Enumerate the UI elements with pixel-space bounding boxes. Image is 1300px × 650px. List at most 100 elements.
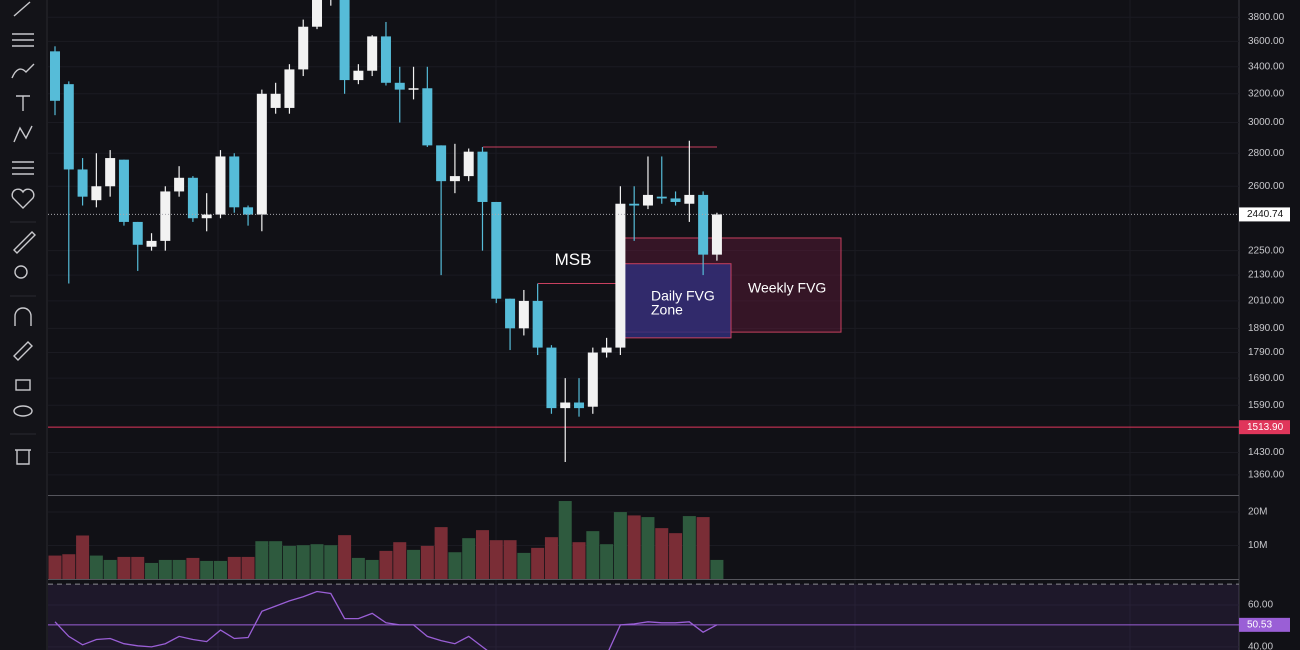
brush-tool[interactable] <box>11 63 35 79</box>
volume-bar <box>627 515 641 579</box>
candle-body <box>160 191 171 241</box>
y-tick-label: 2250.00 <box>1248 245 1285 256</box>
zone-label: Weekly FVG <box>748 280 826 296</box>
candle-body <box>629 203 640 206</box>
volume-bar <box>62 554 76 579</box>
candle-body <box>587 352 598 407</box>
volume-bar <box>131 556 145 579</box>
volume-bar <box>158 559 172 579</box>
volume-bar <box>172 559 186 579</box>
lock-tool[interactable] <box>15 379 31 391</box>
last-price-label: 2440.74 <box>1247 209 1284 220</box>
rsi-line <box>54 590 718 650</box>
candle-body <box>394 82 405 90</box>
candle-body <box>477 151 488 202</box>
toolbar-icons <box>10 1 36 465</box>
candle-body <box>243 207 254 215</box>
volume-bar <box>324 545 338 579</box>
candle-body <box>711 214 722 255</box>
volume-bar <box>710 559 724 579</box>
candle-body <box>698 194 709 255</box>
volume-bar <box>379 550 393 579</box>
y-tick-label: 1790.00 <box>1248 347 1285 358</box>
zone-label: Daily FVG <box>651 288 715 304</box>
volume-bar <box>89 555 103 579</box>
candle-body <box>50 51 60 101</box>
candle-body <box>380 36 391 83</box>
volume-bar <box>365 559 379 579</box>
candle-body <box>449 176 460 182</box>
visibility-tool[interactable] <box>13 405 33 417</box>
candle-body <box>642 194 653 206</box>
y-tick-label: 2010.00 <box>1248 296 1285 307</box>
lock-drawing-tool[interactable] <box>13 341 33 361</box>
magnet-tool[interactable] <box>14 307 32 326</box>
volume-bar <box>420 545 434 579</box>
forecast-tool[interactable] <box>12 161 34 175</box>
volume-bar <box>696 517 710 579</box>
volume-bar <box>558 501 572 579</box>
candle-body <box>532 300 543 348</box>
msb-label: MSB <box>555 250 592 269</box>
volume-bar <box>393 542 407 579</box>
candle-body <box>77 169 88 197</box>
y-tick-label: 2130.00 <box>1248 270 1285 281</box>
volume-bar <box>489 540 503 579</box>
candle-body <box>546 347 557 409</box>
volume-bar <box>669 533 683 579</box>
candle-body <box>670 198 681 202</box>
volume-bar <box>544 537 558 579</box>
candle-body <box>63 84 74 170</box>
volume-bar <box>586 531 600 579</box>
y-tick-label: 2600.00 <box>1248 181 1285 192</box>
volume-bar <box>213 560 227 579</box>
text-tool[interactable] <box>16 95 30 111</box>
volume-bar <box>475 530 489 579</box>
candle-body <box>574 402 585 409</box>
candle-body <box>118 159 129 222</box>
y-tick-label: 10M <box>1248 540 1267 551</box>
volume-bar <box>600 544 614 579</box>
volume-bar <box>682 516 696 579</box>
volume-bar <box>117 556 131 579</box>
volume-bar <box>76 535 90 579</box>
candle-body <box>312 0 323 27</box>
volume-bar <box>351 557 365 579</box>
candle-body <box>146 240 157 247</box>
favorites-tool[interactable] <box>11 188 35 209</box>
volume-bar <box>241 556 255 579</box>
zone-label: Zone <box>651 302 683 318</box>
candle-body <box>187 177 198 219</box>
volume-bar <box>103 559 117 579</box>
y-tick-label: 20M <box>1248 507 1267 518</box>
candle-body <box>105 158 116 187</box>
delete-tool[interactable] <box>15 449 31 465</box>
y-tick-label: 3200.00 <box>1248 88 1285 99</box>
ruler-tool[interactable] <box>13 231 36 254</box>
candle-body <box>505 298 516 329</box>
candle-body <box>284 69 295 108</box>
volume-bar <box>200 560 214 579</box>
candle-body <box>256 93 267 215</box>
y-tick-label: 1590.00 <box>1248 400 1285 411</box>
volume-bar <box>434 527 448 579</box>
trendline-tool[interactable] <box>13 1 31 17</box>
y-tick-label: 40.00 <box>1248 642 1273 650</box>
fvg-zone <box>621 263 732 339</box>
candle-body <box>91 186 102 201</box>
y-tick-label: 3600.00 <box>1248 36 1285 47</box>
candle-body <box>270 93 281 108</box>
volume-bar <box>338 535 352 579</box>
rsi-label-box <box>1239 617 1290 632</box>
y-tick-label: 3000.00 <box>1248 117 1285 128</box>
pattern-tool[interactable] <box>13 125 33 143</box>
zoom-tool[interactable] <box>14 265 28 279</box>
y-tick-label: 2800.00 <box>1248 148 1285 159</box>
volume-bar <box>310 544 324 579</box>
fib-tool[interactable] <box>12 33 34 47</box>
candle-body <box>201 214 212 219</box>
volume-bar <box>255 541 269 579</box>
volume-bar <box>655 528 669 579</box>
y-tick-label: 1430.00 <box>1248 447 1285 458</box>
